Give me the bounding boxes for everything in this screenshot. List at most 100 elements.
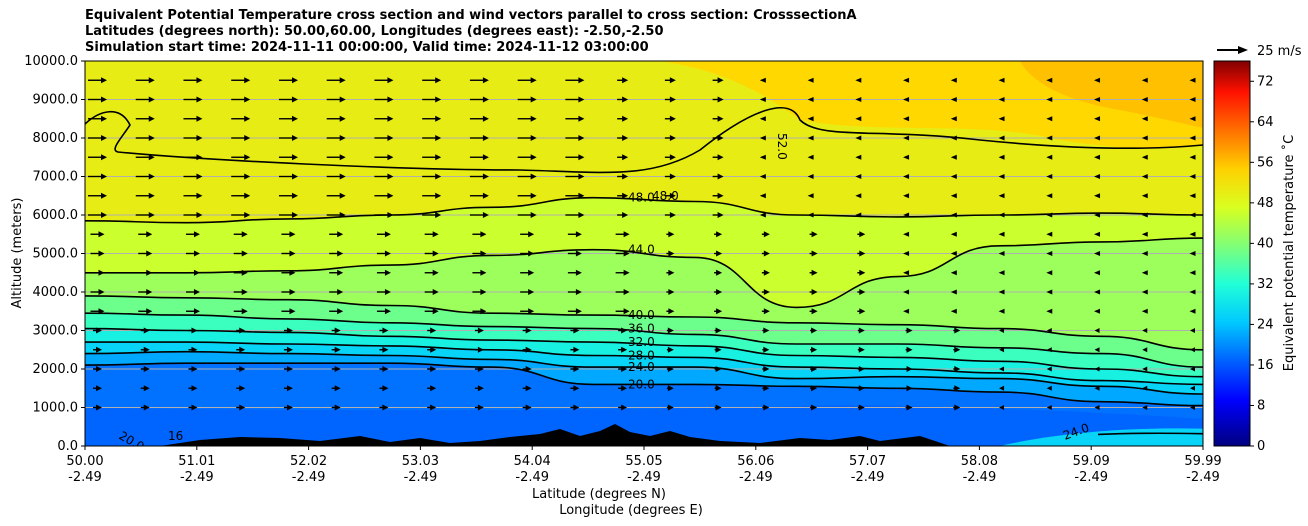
wind-vector <box>664 77 676 84</box>
wind-vector <box>761 269 770 276</box>
wind-vector <box>1189 308 1196 314</box>
wind-vector <box>517 173 537 180</box>
colorbar-ticks: 0 8 16 24 32 40 48 56 64 72 <box>1250 74 1274 454</box>
wind-vector <box>953 327 961 334</box>
wind-vector <box>615 308 630 315</box>
wind-vector <box>618 385 628 392</box>
wind-vector <box>278 192 298 199</box>
wind-vector <box>283 346 293 353</box>
wind-vector <box>857 327 865 334</box>
wind-vector <box>807 77 814 83</box>
wind-vectors <box>88 77 1196 411</box>
wind-vector <box>998 212 1005 218</box>
wind-vector <box>714 250 723 257</box>
wind-vector <box>664 96 676 103</box>
quiver-key-label: 25 m/s <box>1257 44 1302 59</box>
wind-vector <box>88 135 107 141</box>
colorbar-tick-label: 48 <box>1257 196 1274 211</box>
wind-vector <box>857 289 866 295</box>
wind-vector <box>565 173 585 180</box>
wind-vector <box>183 135 203 141</box>
wind-vector <box>998 154 1005 160</box>
wind-vector <box>618 404 628 411</box>
wind-vector <box>762 404 770 411</box>
wind-vector <box>93 346 102 353</box>
wind-vector <box>1189 116 1196 122</box>
wind-vector <box>376 308 391 315</box>
wind-vector <box>999 347 1005 353</box>
wind-vector <box>712 173 724 180</box>
wind-vector <box>809 308 818 315</box>
wind-vector <box>999 366 1005 372</box>
wind-vector <box>762 385 770 392</box>
wind-vector <box>807 135 814 141</box>
wind-vector <box>809 231 818 238</box>
wind-vector <box>1189 193 1196 199</box>
wind-vector <box>714 404 722 411</box>
wind-vector <box>615 231 630 238</box>
wind-vector <box>664 115 676 122</box>
wind-vector <box>140 404 150 411</box>
wind-vector <box>183 96 203 103</box>
wind-vector <box>90 269 105 276</box>
wind-vector <box>517 135 537 141</box>
wind-vector <box>759 116 766 122</box>
wind-vector <box>807 97 814 102</box>
colorbar-tick-label: 8 <box>1257 398 1265 413</box>
wind-vector <box>278 154 298 161</box>
wind-vector <box>570 327 580 334</box>
wind-vector <box>472 250 487 257</box>
wind-vector <box>857 385 865 392</box>
wind-vector <box>281 231 296 238</box>
wind-vector <box>998 231 1005 237</box>
wind-vector <box>422 96 442 103</box>
wind-vector <box>135 96 155 103</box>
wind-vector <box>522 327 532 334</box>
wind-vector <box>472 231 487 238</box>
wind-vector <box>427 346 437 353</box>
contour-label-20.0: 20.0 <box>628 377 655 391</box>
wind-vector <box>950 193 957 199</box>
wind-vector <box>998 193 1005 199</box>
wind-vector <box>1046 116 1053 122</box>
wind-vector <box>231 96 251 103</box>
y-tick-label: 0.0 <box>57 439 78 454</box>
wind-vector <box>90 231 105 238</box>
wind-vector <box>135 212 155 218</box>
wind-vector <box>1190 328 1195 333</box>
wind-vector <box>664 173 676 180</box>
y-tick-label: 6000.0 <box>33 208 79 223</box>
wind-vector <box>666 404 674 411</box>
x-tick-label-lon: -2.49 <box>963 470 997 485</box>
wind-vector <box>666 327 674 334</box>
wind-vector <box>903 289 910 295</box>
y-tick-label: 10000.0 <box>24 54 78 69</box>
wind-vector <box>374 77 394 84</box>
wind-vector <box>326 135 346 141</box>
y-tick-label: 8000.0 <box>33 131 79 146</box>
colorbar-tick-label: 40 <box>1257 236 1274 251</box>
wind-vector <box>427 366 437 372</box>
wind-vector <box>135 192 155 199</box>
wind-vector <box>1094 405 1100 410</box>
wind-vector <box>953 346 961 353</box>
wind-vector <box>374 173 394 180</box>
wind-vector <box>905 385 913 392</box>
wind-vector <box>950 135 957 141</box>
wind-vector <box>903 212 910 218</box>
wind-vector <box>231 212 251 218</box>
wind-vector <box>1094 116 1101 122</box>
wind-vector <box>474 385 484 392</box>
terrain-silhouette <box>160 424 950 446</box>
wind-vector <box>1142 405 1148 410</box>
wind-vector <box>520 308 535 315</box>
wind-vector <box>188 385 198 392</box>
wind-vector <box>1189 154 1196 160</box>
wind-vector <box>1046 174 1053 179</box>
wind-vector <box>664 212 676 218</box>
wind-vector <box>1094 328 1100 333</box>
wind-vector <box>761 308 770 315</box>
x-axis-label-longitude: Longitude (degrees E) <box>559 503 703 518</box>
wind-vector <box>88 173 107 180</box>
wind-vector <box>379 366 389 372</box>
